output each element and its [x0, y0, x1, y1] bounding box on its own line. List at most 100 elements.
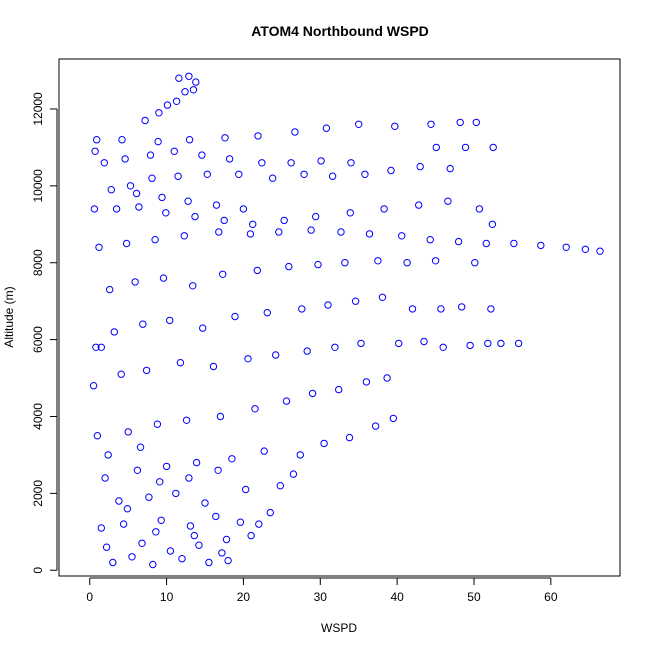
data-point — [431, 257, 440, 265]
data-point — [320, 439, 328, 448]
data-point — [182, 416, 191, 424]
data-point — [300, 170, 308, 179]
data-point — [287, 159, 295, 167]
data-point — [214, 466, 222, 474]
data-point — [337, 228, 345, 236]
data-point — [303, 347, 311, 355]
y-tick-label-12000: 12000 — [31, 92, 45, 126]
data-point — [97, 343, 106, 351]
y-tick-label-0: 0 — [31, 567, 45, 574]
data-point — [131, 278, 139, 286]
data-point — [219, 270, 227, 278]
data-point — [275, 228, 283, 236]
data-point — [178, 555, 186, 563]
data-point — [156, 478, 164, 486]
data-point — [387, 166, 395, 175]
data-point — [190, 531, 199, 540]
data-point — [263, 309, 271, 317]
data-point — [466, 341, 474, 350]
x-axis-label: WSPD — [321, 621, 357, 635]
data-point — [117, 370, 125, 378]
data-point — [251, 405, 259, 413]
data-point — [482, 239, 490, 248]
data-point — [220, 216, 228, 225]
data-point — [184, 197, 192, 205]
data-point — [291, 128, 299, 136]
data-point — [247, 531, 255, 540]
y-axis-label: Altitude (m) — [2, 286, 16, 347]
data-point — [351, 297, 360, 305]
data-point — [446, 164, 454, 173]
data-point — [236, 518, 245, 526]
data-point — [324, 301, 332, 309]
data-point — [296, 451, 304, 459]
data-point — [224, 556, 232, 565]
data-point — [185, 474, 193, 482]
data-point — [106, 285, 114, 294]
x-tick-label-50: 50 — [467, 590, 481, 604]
data-point — [427, 120, 435, 129]
data-point — [444, 197, 452, 205]
data-point — [110, 328, 119, 336]
data-point — [195, 541, 203, 549]
data-point — [258, 159, 266, 167]
data-point — [118, 136, 126, 144]
data-point — [186, 522, 195, 530]
data-point — [215, 228, 223, 236]
data-point — [408, 305, 417, 313]
y-axis: 0 2000 4000 6000 8000 10000 12000 — [31, 92, 58, 574]
data-point — [266, 508, 274, 517]
data-point — [218, 549, 226, 557]
data-point — [484, 339, 492, 348]
data-point — [322, 124, 331, 132]
data-point — [109, 558, 117, 567]
data-point — [255, 520, 263, 528]
data-point — [152, 528, 160, 536]
data-point — [361, 170, 369, 179]
data-point — [139, 320, 147, 328]
data-point — [420, 337, 428, 346]
data-point — [154, 137, 162, 146]
data-point — [510, 239, 518, 248]
data-point — [175, 74, 183, 82]
data-point — [157, 516, 165, 524]
data-point — [456, 118, 464, 127]
data-point — [159, 274, 168, 282]
data-point — [124, 428, 132, 436]
data-point — [100, 159, 109, 167]
data-point — [181, 88, 189, 96]
data-point — [374, 257, 382, 265]
data-point — [153, 420, 162, 428]
y-tick-label-4000: 4000 — [31, 403, 45, 430]
data-point — [458, 303, 466, 311]
data-point — [141, 116, 149, 125]
data-point — [391, 122, 399, 131]
y-tick-label-6000: 6000 — [31, 326, 45, 353]
data-point — [317, 157, 325, 165]
data-point — [581, 245, 590, 254]
y-tick-label-8000: 8000 — [31, 249, 45, 276]
data-point — [93, 432, 102, 440]
data-point — [189, 282, 197, 290]
data-point — [357, 339, 365, 348]
data-point — [149, 560, 157, 569]
data-point — [145, 493, 153, 501]
data-point — [172, 489, 180, 498]
data-point — [380, 205, 388, 213]
data-point — [121, 155, 129, 163]
data-point — [132, 189, 141, 198]
data-point — [272, 351, 280, 359]
data-point — [222, 535, 231, 544]
data-point — [225, 155, 234, 163]
data-point — [126, 182, 135, 190]
data-point — [209, 362, 218, 371]
data-point — [426, 236, 434, 244]
data-point — [562, 243, 570, 252]
data-point — [475, 205, 484, 213]
data-point — [221, 134, 229, 142]
data-point — [216, 412, 225, 421]
data-point — [138, 539, 146, 547]
data-point — [345, 433, 354, 442]
data-point — [162, 209, 170, 217]
data-point — [122, 239, 131, 248]
